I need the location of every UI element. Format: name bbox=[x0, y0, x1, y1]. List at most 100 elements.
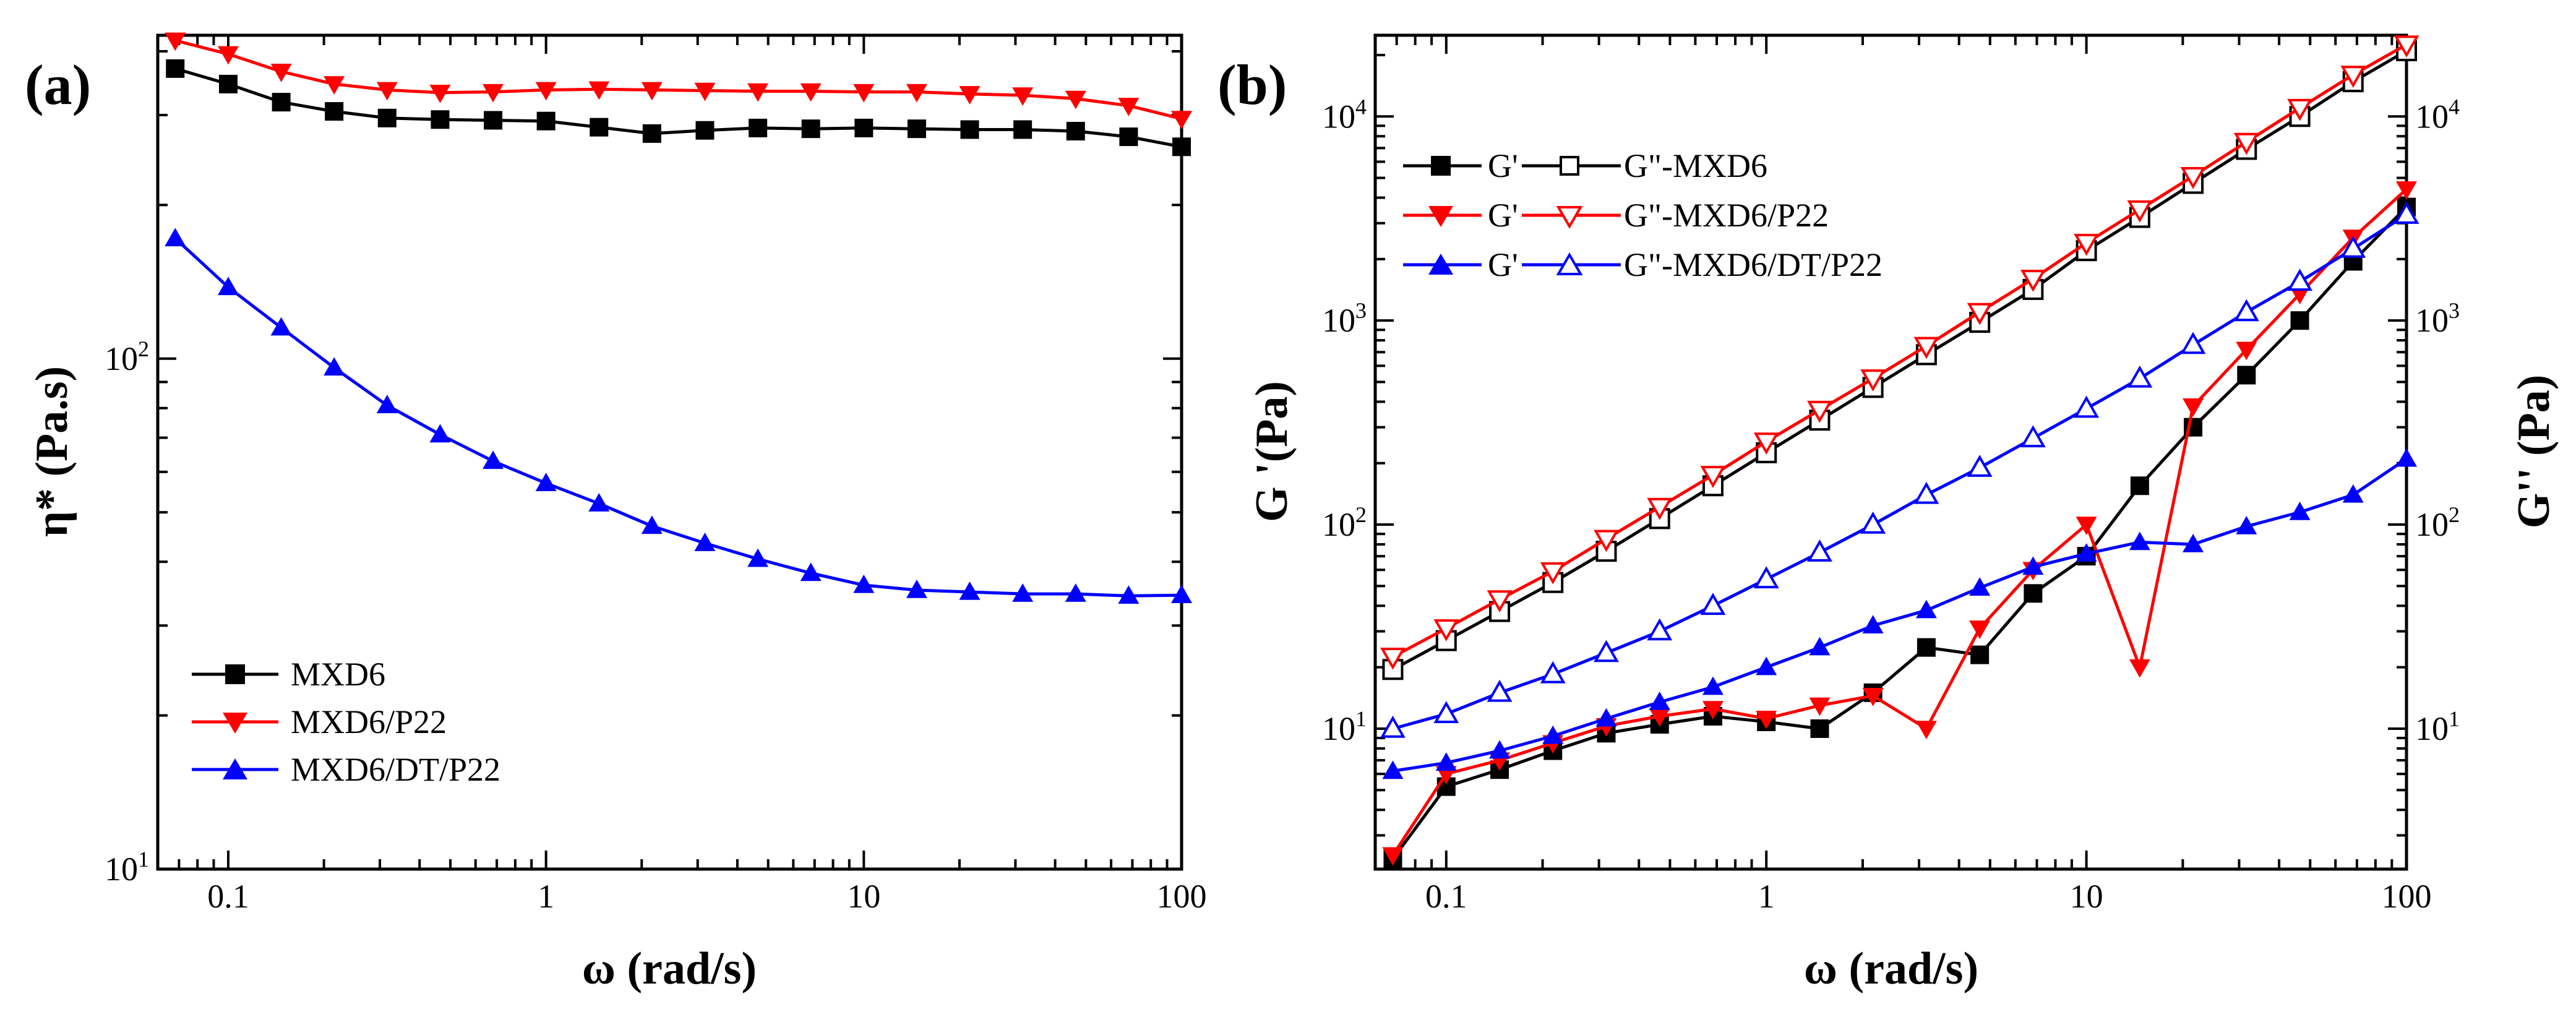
data-point bbox=[694, 533, 716, 551]
data-point bbox=[1700, 593, 1726, 615]
series-g-mxd6-p22 bbox=[1380, 35, 2419, 670]
series-g-mxd6-dt-p22 bbox=[1382, 448, 2417, 779]
data-point bbox=[906, 84, 927, 103]
data-point bbox=[1065, 90, 1086, 109]
series-line bbox=[174, 237, 1182, 598]
legend-item-mxd6: MXD6 bbox=[192, 656, 385, 693]
data-point bbox=[2394, 35, 2419, 58]
data-point bbox=[1595, 708, 1617, 727]
data-point bbox=[377, 108, 397, 127]
data-point bbox=[1753, 566, 1779, 589]
panel-b-right-y-axis-title: G'' (Pa) bbox=[2509, 375, 2559, 529]
legend-marker-open-square bbox=[1560, 156, 1579, 176]
data-point bbox=[1119, 127, 1138, 147]
panel-a-tick-labels: 0.1 1 10 100 101 102 bbox=[105, 337, 1207, 915]
legend-label-mxd6-dt-p22: G"-MXD6/DT/P22 bbox=[1624, 246, 1883, 283]
data-point bbox=[2342, 484, 2364, 503]
panel-a-legend: MXD6 MXD6/P22 MXD6/DT/P22 bbox=[192, 656, 500, 788]
series-line bbox=[1393, 457, 2408, 773]
data-point bbox=[1118, 98, 1140, 116]
legend-item-mxd6: G' G"-MXD6 bbox=[1403, 147, 1767, 184]
x-tick-label: 100 bbox=[2382, 878, 2432, 915]
data-point bbox=[1969, 620, 1991, 639]
data-point bbox=[800, 83, 822, 102]
data-point bbox=[429, 424, 451, 443]
legend-item-mxd6-dt-p22: G' G"-MXD6/DT/P22 bbox=[1403, 246, 1883, 283]
data-point bbox=[1969, 577, 1991, 596]
panel-a-ticks bbox=[157, 35, 1183, 870]
data-point bbox=[218, 74, 238, 93]
data-point bbox=[1756, 710, 1777, 729]
data-point bbox=[1382, 760, 1404, 779]
data-point bbox=[1810, 719, 1829, 738]
data-point bbox=[376, 395, 398, 414]
y-tick-label: 103 bbox=[1322, 298, 1367, 339]
data-point bbox=[1382, 847, 1404, 866]
x-tick-label: 10 bbox=[2070, 878, 2103, 915]
data-point bbox=[2020, 425, 2046, 448]
data-point bbox=[1487, 590, 1513, 613]
data-point bbox=[429, 84, 451, 103]
series-mxd6 bbox=[166, 59, 1191, 157]
legend-marker-filled-square bbox=[1431, 156, 1451, 176]
panel-b-tick-labels: 0.1 1 10 100 101 102 103 104 101 102 103 104 bbox=[1322, 94, 2460, 915]
data-point bbox=[2236, 341, 2257, 361]
data-point bbox=[2396, 181, 2417, 200]
data-point bbox=[1860, 369, 1886, 392]
data-point bbox=[1647, 497, 1673, 520]
data-point bbox=[2127, 365, 2153, 388]
data-point bbox=[2394, 202, 2419, 224]
data-point bbox=[1380, 648, 1406, 670]
series-line bbox=[174, 38, 1182, 121]
data-point bbox=[535, 82, 557, 101]
y-tick-label: 103 bbox=[2415, 298, 2460, 339]
data-point bbox=[483, 84, 504, 103]
data-point bbox=[1433, 619, 1459, 641]
data-point bbox=[2076, 543, 2097, 562]
data-point bbox=[2289, 502, 2311, 520]
data-point bbox=[2020, 270, 2046, 292]
data-point bbox=[694, 82, 716, 101]
legend-item-mxd6-dt-p22: MXD6/DT/P22 bbox=[192, 751, 500, 788]
data-point bbox=[907, 119, 926, 139]
data-point bbox=[166, 59, 185, 78]
data-point bbox=[747, 548, 769, 567]
y-tick-label: 102 bbox=[105, 337, 149, 377]
data-point bbox=[1542, 725, 1564, 744]
data-point bbox=[801, 119, 820, 139]
data-point bbox=[1915, 721, 1937, 739]
data-point bbox=[2290, 311, 2309, 330]
data-point bbox=[1915, 599, 1937, 619]
y-tick-label: 101 bbox=[2415, 706, 2460, 747]
data-point bbox=[1435, 752, 1457, 771]
data-point bbox=[217, 277, 239, 296]
series-g-mxd6-dt-p22 bbox=[1380, 202, 2419, 738]
data-point bbox=[1171, 111, 1192, 130]
legend-marker-square bbox=[225, 664, 245, 684]
legend-label-mxd6: G"-MXD6 bbox=[1624, 147, 1767, 184]
data-point bbox=[1809, 697, 1831, 716]
data-point bbox=[431, 110, 450, 129]
panel-b-x-axis-title: ω (rad/s) bbox=[1804, 943, 1978, 994]
data-point bbox=[588, 81, 610, 100]
series-line bbox=[1392, 213, 2408, 731]
data-point bbox=[1756, 656, 1777, 675]
data-point bbox=[1172, 137, 1191, 157]
y-tick-label: 104 bbox=[2415, 94, 2460, 135]
data-point bbox=[1487, 679, 1513, 702]
data-point bbox=[1065, 583, 1086, 602]
data-point bbox=[641, 515, 663, 534]
data-point bbox=[642, 124, 661, 143]
data-point bbox=[588, 493, 610, 512]
y-tick-label: 102 bbox=[2415, 502, 2460, 543]
data-point bbox=[1917, 638, 1936, 657]
x-tick-label: 10 bbox=[847, 878, 880, 915]
legend-marker-open-triangle-up bbox=[1556, 252, 1583, 275]
data-point bbox=[1647, 618, 1673, 641]
data-point bbox=[2233, 299, 2259, 322]
data-point bbox=[1862, 615, 1884, 634]
data-point bbox=[906, 579, 927, 598]
data-point bbox=[1066, 122, 1085, 141]
data-point bbox=[1540, 661, 1566, 684]
